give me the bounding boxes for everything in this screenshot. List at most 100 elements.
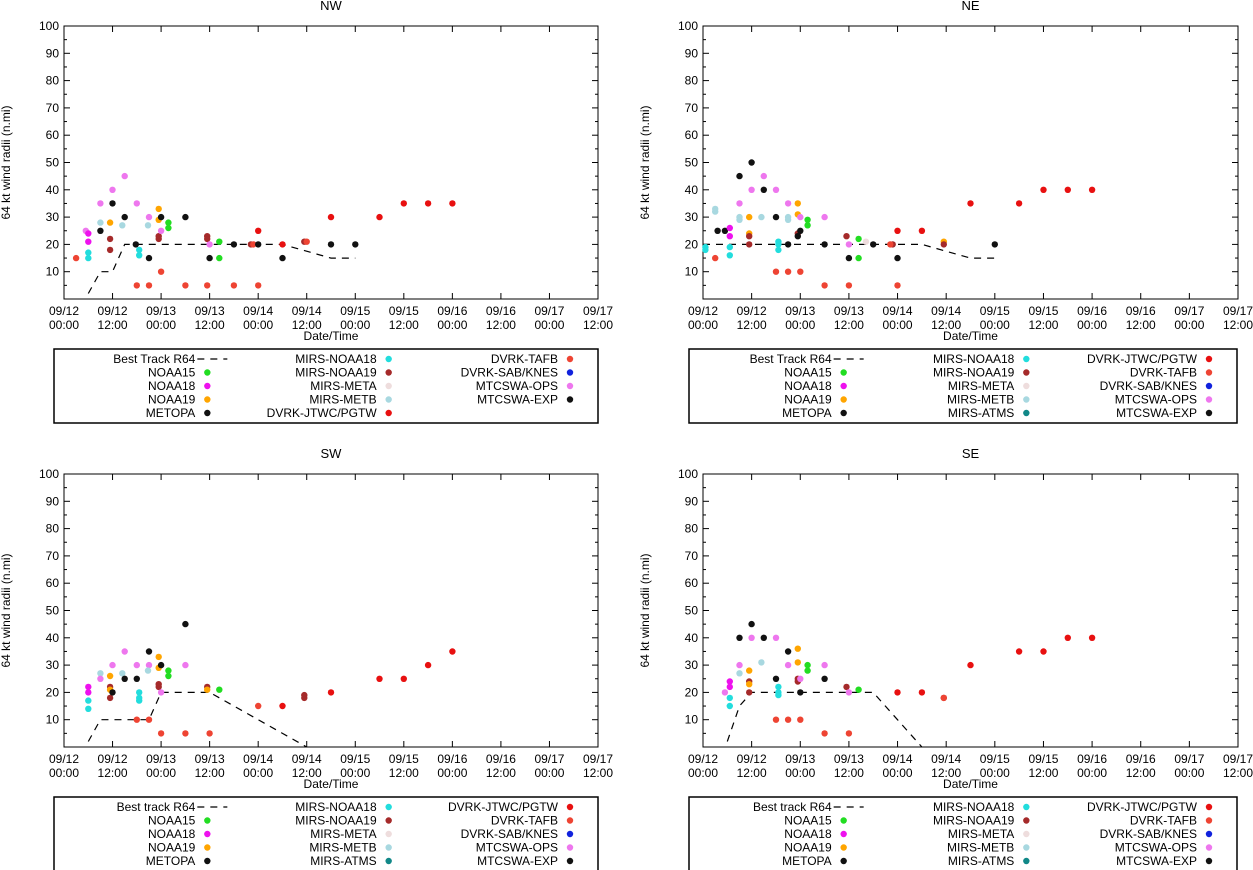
- data-point: [97, 675, 104, 682]
- legend-label: MTCSWA-OPS: [1115, 841, 1197, 855]
- legend-dot: [385, 844, 392, 851]
- legend-dot: [1205, 803, 1213, 811]
- data-point: [85, 683, 92, 691]
- data-point: [106, 219, 114, 226]
- data-point: [109, 186, 116, 193]
- legend-dot: [385, 857, 392, 865]
- legend-item: Best Track R64: [113, 352, 228, 366]
- data-point: [182, 661, 189, 669]
- x-tick-date: 09/15: [1028, 752, 1058, 766]
- data-point: [721, 689, 729, 696]
- x-tick-date: 09/17: [534, 304, 564, 318]
- legend-label: MIRS-METB: [947, 841, 1014, 855]
- data-point: [758, 659, 765, 666]
- x-tick-time: 12:00: [737, 318, 767, 332]
- data-point: [182, 213, 189, 221]
- data-point: [303, 238, 310, 245]
- legend-label: NOAA18: [784, 827, 832, 841]
- data-point: [85, 689, 92, 696]
- data-point: [144, 667, 152, 674]
- data-point: [940, 694, 947, 702]
- legend-item: NOAA19: [784, 841, 847, 855]
- data-point: [230, 241, 238, 248]
- x-tick-time: 12:00: [1126, 318, 1156, 332]
- legend-label: DVRK-TAFB: [491, 352, 558, 366]
- legend-label: MIRS-NOAA19: [295, 366, 377, 380]
- data-point: [855, 235, 862, 243]
- x-tick-date: 09/15: [340, 304, 370, 318]
- x-tick-date: 09/13: [195, 304, 225, 318]
- y-tick-label: 30: [685, 658, 699, 672]
- best-track-line: [703, 243, 995, 259]
- data-point: [165, 224, 172, 232]
- data-point: [746, 689, 753, 696]
- legend-item: MIRS-NOAA18: [295, 352, 392, 366]
- x-tick-time: 00:00: [883, 318, 913, 332]
- legend-item: Best track R64: [753, 800, 864, 814]
- legend-item: MTCSWA-EXP: [477, 393, 574, 407]
- data-point: [746, 241, 753, 248]
- data-point: [279, 702, 286, 710]
- legend-dot: [566, 857, 574, 865]
- data-point: [746, 681, 753, 688]
- y-tick-label: 70: [685, 101, 699, 115]
- data-point: [255, 702, 262, 710]
- legend-label: MIRS-METB: [309, 841, 376, 855]
- data-point: [1088, 186, 1096, 193]
- x-tick-date: 09/12: [49, 304, 79, 318]
- data-point: [760, 186, 767, 193]
- legend-dot: [566, 355, 574, 363]
- legend-dot: [385, 355, 392, 363]
- legend-dot: [1023, 396, 1030, 403]
- legend-label: NOAA15: [784, 366, 832, 380]
- data-point: [784, 661, 792, 669]
- x-tick-date: 09/17: [1174, 304, 1204, 318]
- x-tick-time: 00:00: [340, 318, 370, 332]
- x-tick-date: 09/14: [292, 304, 322, 318]
- data-point: [712, 208, 719, 215]
- legend-item: NOAA19: [148, 841, 211, 855]
- x-tick-time: 00:00: [980, 318, 1010, 332]
- chart-nw: NW 10 20 30 40 50 60 70 80 90 100 64 kt wind radii …: [0, 0, 613, 424]
- data-point: [821, 675, 828, 682]
- data-point: [772, 634, 780, 641]
- legend-label: NOAA19: [148, 393, 196, 407]
- x-tick-time: 00:00: [785, 766, 815, 780]
- data-point: [775, 683, 782, 691]
- legend-dot: [566, 844, 574, 851]
- data-point: [821, 730, 828, 737]
- legend-label: DVRK-TAFB: [1130, 366, 1197, 380]
- x-tick-date: 09/14: [883, 752, 913, 766]
- legend-box: [688, 796, 1238, 870]
- legend-dot: [1205, 830, 1213, 838]
- data-point: [255, 241, 262, 248]
- data-point: [1064, 634, 1072, 641]
- data-point: [121, 172, 128, 180]
- legend-label: NOAA18: [148, 827, 196, 841]
- x-tick-time: 12:00: [1028, 766, 1058, 780]
- data-point: [352, 241, 359, 248]
- legend-dot: [1205, 409, 1213, 417]
- x-tick-time: 12:00: [931, 766, 961, 780]
- x-tick-time: 00:00: [1174, 318, 1204, 332]
- data-point: [216, 238, 223, 245]
- legend-dot: [204, 844, 211, 851]
- legend-item: METOPA: [146, 406, 211, 420]
- data-point: [279, 241, 286, 248]
- data-point: [702, 246, 709, 254]
- x-tick-date: 09/16: [437, 752, 467, 766]
- data-point: [784, 268, 792, 275]
- data-point: [182, 620, 189, 628]
- data-points: [702, 159, 1096, 289]
- y-tick-label: 50: [685, 604, 699, 618]
- data-point: [784, 200, 792, 207]
- data-point: [797, 268, 804, 275]
- y-tick-label: 90: [685, 46, 699, 60]
- x-tick-date: 09/15: [340, 752, 370, 766]
- y-axis: 10 20 30 40 50 60 70 80 90 100: [678, 19, 1238, 286]
- legend-item: MIRS-NOAA19: [295, 814, 392, 828]
- data-point: [797, 689, 804, 696]
- data-point: [145, 213, 153, 221]
- x-tick-time: 12:00: [834, 318, 864, 332]
- data-point: [327, 213, 335, 221]
